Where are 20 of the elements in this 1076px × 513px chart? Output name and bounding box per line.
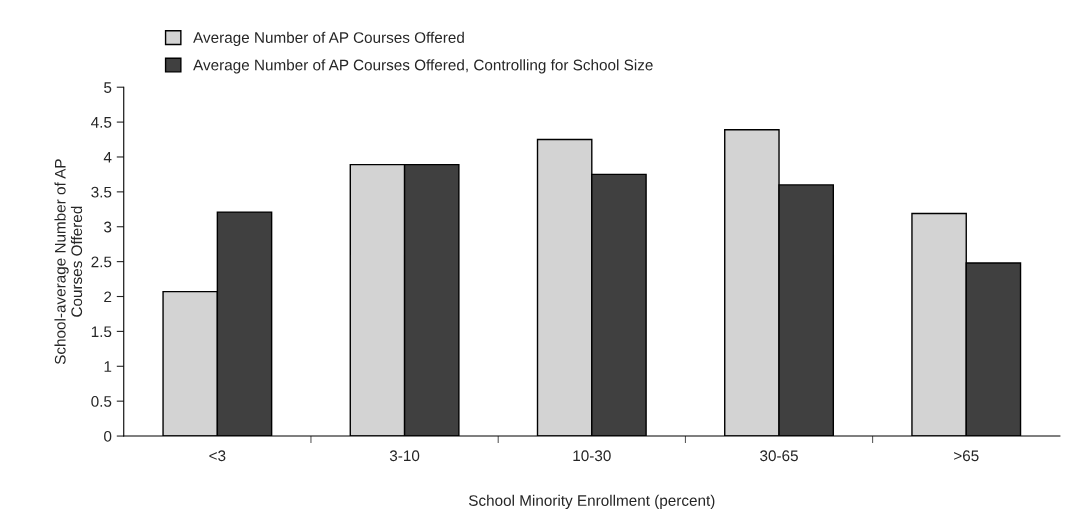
y-tick-label: 0: [104, 430, 112, 442]
x-tick-label: 30-65: [760, 450, 798, 462]
y-tick-label: 1.5: [91, 326, 112, 338]
y-tick-label: 0.5: [91, 396, 112, 407]
y-tick-label: 1: [104, 361, 112, 372]
y-tick-label: 2: [104, 291, 112, 303]
x-tick-label: 3-10: [389, 450, 420, 462]
y-tick-label: 5: [104, 82, 112, 93]
y-tick-label: 4.5: [91, 117, 112, 128]
x-axis-title: School Minority Enrollment (percent): [468, 494, 715, 509]
y-tick-label: 3.5: [91, 186, 112, 198]
legend-label: Average Number of AP Courses Offered, Controlling for School Size: [193, 59, 653, 74]
x-tick-label: >65: [954, 450, 979, 462]
legend-label: Average Number of AP Courses Offered: [193, 31, 464, 46]
x-tick-label: <3: [209, 450, 226, 462]
y-tick-label: 3: [104, 221, 112, 233]
y-axis-title: School-average Number of AP Courses Offered: [54, 159, 83, 365]
x-tick-label: 10-30: [573, 450, 611, 462]
y-tick-label: 4: [103, 152, 112, 163]
y-tick-label: 2.5: [91, 256, 112, 268]
